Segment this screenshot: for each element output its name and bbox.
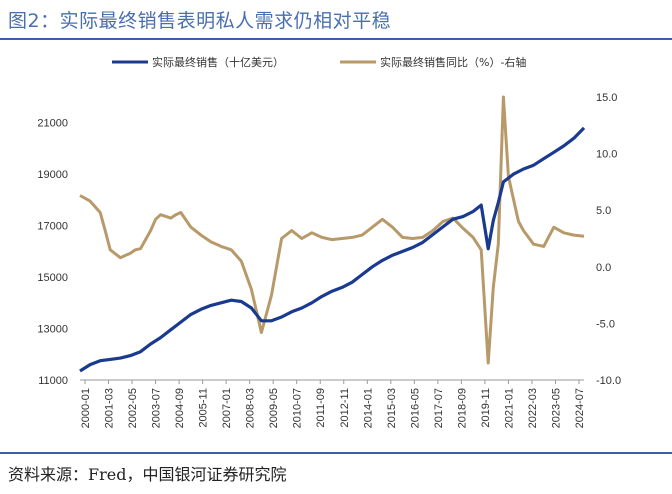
x-tick-label: 2021-01 <box>503 388 515 428</box>
legend-label-yoy: 实际最终销售同比（%）-右轴 <box>380 55 526 69</box>
x-tick-label: 2017-07 <box>433 388 445 428</box>
y-axis-right-ticks: -10.0 -5.0 0.0 5.0 10.0 15.0 <box>596 92 621 387</box>
series-yoy-line <box>79 95 585 365</box>
x-tick-label: 2024-07 <box>574 388 586 428</box>
y-right-tick-label: 5.0 <box>596 205 611 217</box>
y-left-tick-label: 15000 <box>37 272 68 284</box>
x-tick-label: 2011-09 <box>315 388 327 428</box>
y-left-tick-label: 11000 <box>38 375 68 387</box>
chart-legend: 实际最终销售（十亿美元） 实际最终销售同比（%）-右轴 <box>112 55 526 69</box>
line-chart: 实际最终销售（十亿美元） 实际最终销售同比（%）-右轴 2000-01 2001-… <box>37 55 621 428</box>
y-right-tick-label: -10.0 <box>596 375 621 387</box>
x-tick-label: 2000-01 <box>80 388 92 428</box>
y-right-tick-label: -5.0 <box>596 318 615 330</box>
x-tick-label: 2014-01 <box>362 388 374 428</box>
x-tick-label: 2001-03 <box>104 388 116 428</box>
x-tick-label: 2015-03 <box>386 388 398 428</box>
y-left-tick-label: 21000 <box>37 118 68 130</box>
y-left-tick-label: 19000 <box>37 169 68 181</box>
series-sales-line <box>79 126 586 373</box>
x-tick-label: 2016-05 <box>409 388 421 428</box>
x-tick-label: 2012-11 <box>339 388 351 428</box>
x-tick-label: 2004-09 <box>174 388 186 428</box>
y-right-tick-label: 0.0 <box>596 262 611 274</box>
x-tick-label: 2005-11 <box>198 388 210 428</box>
x-axis-ticks: 2000-01 2001-03 2002-05 2003-07 2004-09 2005-… <box>80 380 586 428</box>
x-tick-label: 2019-11 <box>480 388 492 428</box>
chart-lines <box>79 95 586 373</box>
chart-title: 图2：实际最终销售表明私人需求仍相对平稳 <box>8 10 392 32</box>
source-divider <box>0 452 672 454</box>
x-tick-label: 2002-05 <box>127 388 139 428</box>
y-right-tick-label: 10.0 <box>596 149 617 161</box>
legend-label-sales: 实际最终销售（十亿美元） <box>152 55 284 69</box>
x-tick-label: 2003-07 <box>151 388 163 428</box>
x-tick-label: 2022-03 <box>527 388 539 428</box>
y-left-tick-label: 17000 <box>37 221 68 233</box>
y-left-tick-label: 13000 <box>37 324 68 336</box>
x-tick-label: 2007-01 <box>221 388 233 428</box>
x-tick-label: 2018-09 <box>456 388 468 428</box>
x-tick-label: 2008-03 <box>245 388 257 428</box>
source-note: 资料来源：Fred，中国银河证券研究院 <box>8 465 287 484</box>
y-right-tick-label: 15.0 <box>596 92 617 104</box>
x-tick-label: 2023-05 <box>550 388 562 428</box>
x-tick-label: 2010-07 <box>292 388 304 428</box>
x-tick-label: 2009-05 <box>268 388 280 428</box>
y-axis-left-ticks: 11000 13000 15000 17000 19000 21000 <box>37 118 68 387</box>
title-divider <box>0 38 672 40</box>
